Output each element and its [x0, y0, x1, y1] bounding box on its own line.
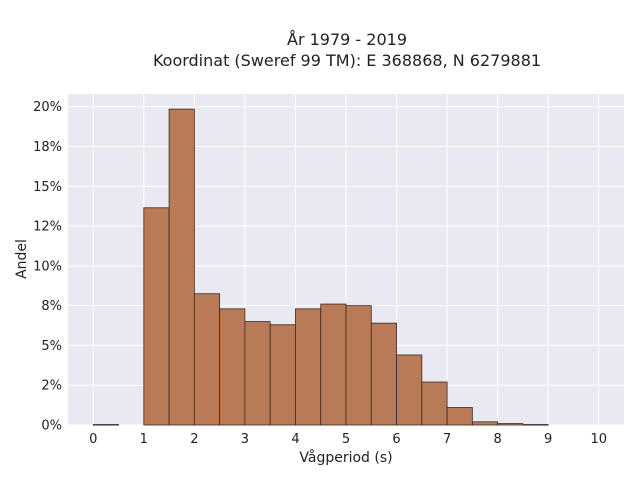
x-tick-label: 6	[392, 432, 400, 447]
x-axis-label: Vågperiod (s)	[299, 449, 392, 466]
histogram-bar	[193, 293, 221, 426]
y-tick-label: 15%	[33, 180, 62, 195]
chart-subtitle: Koordinat (Sweref 99 TM): E 368868, N 62…	[153, 51, 541, 70]
y-axis-ticks: 0% 2% 5% 8% 10% 12% 15% 18% 20%	[33, 100, 62, 433]
y-tick-label: 10%	[33, 259, 62, 274]
histogram-bar	[421, 381, 448, 426]
x-tick-label: 3	[241, 432, 249, 447]
histogram-bar	[370, 322, 397, 426]
histogram-bar	[471, 421, 499, 426]
x-tick-label: 10	[590, 432, 607, 447]
y-tick-label: 12%	[33, 220, 62, 235]
y-tick-label: 8%	[41, 299, 62, 314]
y-tick-label: 20%	[33, 100, 62, 115]
x-tick-label: 4	[291, 432, 299, 447]
x-tick-label: 1	[140, 432, 148, 447]
x-tick-label: 0	[89, 432, 97, 447]
histogram-bar	[522, 424, 549, 426]
y-tick-label: 5%	[41, 339, 62, 354]
histogram-bar	[244, 321, 271, 426]
x-axis-ticks: 0 1 2 3 4 5 6 7 8 9 10	[89, 432, 607, 447]
x-tick-label: 2	[190, 432, 198, 447]
histogram-bar	[143, 207, 170, 426]
histogram-bar	[269, 324, 296, 426]
histogram-bars	[92, 108, 549, 426]
histogram-bar	[295, 308, 322, 426]
histogram-bar	[320, 303, 347, 426]
y-axis-label: Andel	[14, 239, 30, 279]
chart-title: År 1979 - 2019	[287, 30, 407, 49]
y-tick-label: 2%	[41, 379, 62, 394]
y-tick-label: 18%	[33, 140, 62, 155]
histogram-bar	[345, 305, 372, 426]
histogram-bar	[497, 423, 524, 426]
histogram-bar	[446, 407, 473, 426]
histogram-bar	[168, 108, 195, 426]
y-tick-label: 0%	[41, 419, 62, 434]
x-tick-label: 8	[493, 432, 501, 447]
x-tick-label: 9	[544, 432, 552, 447]
histogram-bar	[92, 424, 119, 426]
x-tick-label: 7	[443, 432, 451, 447]
histogram-bar	[396, 354, 423, 426]
histogram-bar	[219, 308, 246, 426]
x-tick-label: 5	[342, 432, 350, 447]
